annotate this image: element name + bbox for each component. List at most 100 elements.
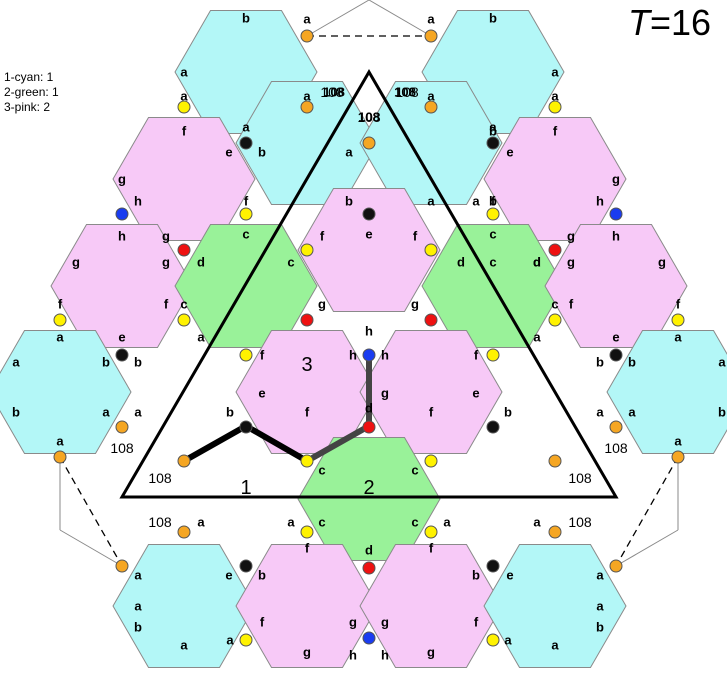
vertex-label: c [318, 515, 325, 530]
hexagon-layer [0, 10, 727, 668]
vertex-label: a [303, 12, 311, 27]
vertex-label: h [381, 348, 389, 363]
angle-label-108: 108 [320, 84, 344, 100]
vertex-label: a [628, 405, 636, 420]
vertex-label: f [676, 297, 681, 312]
vertex-label: 108 [358, 110, 380, 125]
vertex-label: b [504, 405, 512, 420]
vertex-label: h [349, 648, 357, 663]
vertex-label: g [567, 229, 575, 244]
vertex-label: b [345, 194, 353, 209]
vertex-label: f [260, 348, 265, 363]
yellow-vertex-dot [177, 100, 191, 114]
vertex-label: a [197, 330, 205, 345]
hexagon-cyan [606, 330, 727, 454]
vertex-label: a [674, 434, 682, 449]
vertex-label: c [318, 463, 325, 478]
vertex-label: a [533, 330, 541, 345]
black-vertex-dot [239, 559, 253, 573]
orange-vertex-dot [362, 136, 376, 150]
vertex-label: g [427, 645, 435, 660]
vertex-label: f [429, 541, 434, 556]
red-vertex-dot [362, 420, 376, 434]
vertex-label: a [180, 89, 188, 104]
vertex-label: c [489, 227, 496, 242]
blue-vertex-dot [115, 207, 129, 221]
region-label-3: 3 [301, 354, 312, 376]
vertex-label: e [506, 145, 513, 160]
vertex-label: a [551, 89, 559, 104]
yellow-vertex-dot [300, 243, 314, 257]
orange-vertex-dot [177, 525, 191, 539]
vertex-label: g [381, 615, 389, 630]
hexagon-cyan [0, 330, 132, 454]
vertex-label: a [533, 515, 541, 530]
vertex-label: f [320, 229, 325, 244]
angle-label-108: 108 [395, 84, 419, 100]
hexagon-cyan [359, 81, 503, 205]
red-vertex-dot [177, 243, 191, 257]
vertex-label: e [118, 330, 125, 345]
vertex-label: b [242, 11, 250, 26]
vertex-label: h [596, 194, 604, 209]
region-label-layer: 1 2 3 [240, 354, 374, 499]
legend-item-cyan: 1-cyan: 1 [4, 70, 54, 84]
yellow-vertex-dot [671, 313, 685, 327]
vertex-label: a [427, 194, 435, 209]
vertex-label: d [365, 401, 373, 416]
orange-vertex-dot [424, 100, 438, 114]
hexagon-pink [50, 224, 194, 348]
vertex-label: 108 [394, 85, 416, 100]
vertex-label: d [533, 255, 541, 270]
vertex-label: a [674, 330, 682, 345]
vertex-label: e [258, 386, 265, 401]
vertex-label: a [596, 405, 604, 420]
vertex-label: a [596, 599, 604, 614]
vertex-label: a [102, 405, 110, 420]
vertex-label: a [134, 599, 142, 614]
vertex-label: a [12, 355, 20, 370]
vertex-label: g [303, 645, 311, 660]
vertex-label: h [612, 229, 620, 244]
vertex-label: a [427, 89, 435, 104]
vertex-label: f [182, 124, 187, 139]
orange-vertex-dot [548, 525, 562, 539]
yellow-vertex-dot [486, 348, 500, 362]
vertex-label: a [226, 633, 234, 648]
yellow-vertex-dot [239, 633, 253, 647]
right-dashed-connector [615, 456, 679, 567]
vertex-label: b [12, 405, 20, 420]
orange-vertex-dot [177, 454, 191, 468]
vertex-label: f [305, 541, 310, 556]
vertex-label: c [411, 463, 418, 478]
black-vertex-dot [239, 136, 253, 150]
vertex-label: e [472, 386, 479, 401]
t-symbol: T [628, 2, 650, 43]
vertex-label: c [180, 297, 187, 312]
legend-item-green: 2-green: 1 [4, 85, 59, 99]
triangulation-number: T=16 [628, 2, 711, 44]
angle-label-108: 108 [148, 470, 172, 486]
angle-label-108: 108 [568, 470, 592, 486]
angle-label-108: 108 [148, 514, 172, 530]
vertex-label: e [506, 568, 513, 583]
vertex-layer [53, 29, 685, 647]
vertex-label: d [457, 255, 465, 270]
top-thin-edge-right [368, 0, 432, 37]
right-thin-edge-2 [615, 529, 679, 567]
vertex-label: a [504, 633, 512, 648]
vertex-label: a [345, 145, 353, 160]
top-thin-edge-left [306, 0, 370, 37]
vertex-label: d [365, 543, 373, 558]
vertex-label: c [489, 255, 496, 270]
orange-vertex-dot [300, 100, 314, 114]
vertex-label: f [474, 615, 479, 630]
red-vertex-dot [300, 313, 314, 327]
vertex-label: b [718, 405, 726, 420]
vertex-label: g [349, 615, 357, 630]
vertex-label: a [303, 89, 311, 104]
vertex-label: 108 [323, 85, 345, 100]
connector-lines [59, 0, 679, 567]
yellow-vertex-dot [486, 207, 500, 221]
yellow-vertex-dot [486, 633, 500, 647]
